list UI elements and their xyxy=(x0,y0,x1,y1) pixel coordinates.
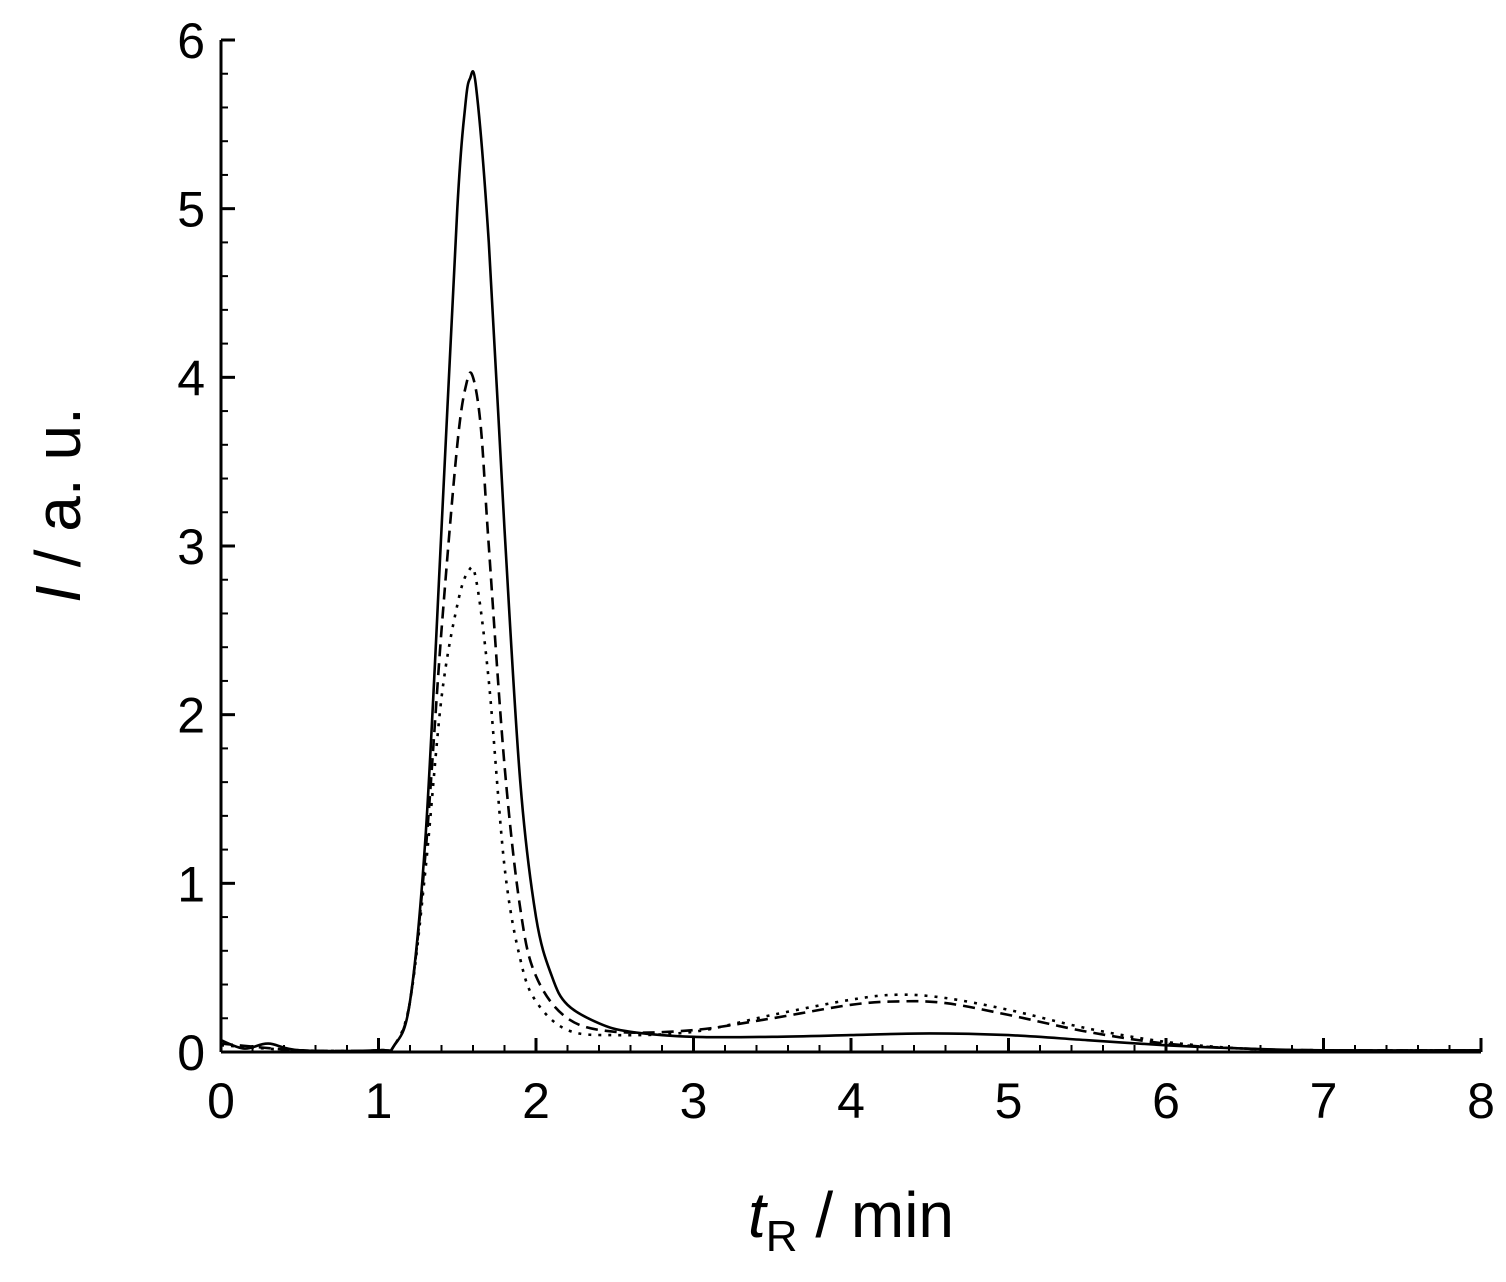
series-line-dashed xyxy=(220,371,1482,1053)
x-tick-label: 3 xyxy=(680,1073,708,1129)
y-tick-label: 2 xyxy=(177,688,205,744)
x-tick-label: 1 xyxy=(365,1073,393,1129)
y-axis-title-symbol: I xyxy=(22,585,94,603)
x-tick-label: 8 xyxy=(1467,1073,1495,1129)
x-tick-label: 6 xyxy=(1152,1073,1180,1129)
x-axis-title-symbol: t xyxy=(748,1179,768,1251)
major-ticks xyxy=(219,38,1483,1054)
x-axis-title-subscript: R xyxy=(766,1212,798,1261)
x-tick-label: 4 xyxy=(837,1073,865,1129)
x-tick-labels: 0 1 2 3 4 5 6 7 8 xyxy=(207,1073,1495,1129)
y-axis-title: I / a. u. xyxy=(22,407,94,603)
y-tick-label: 0 xyxy=(177,1025,205,1081)
y-tick-label: 6 xyxy=(177,13,205,69)
series-line-solid xyxy=(220,70,1482,1053)
x-tick-label: 5 xyxy=(995,1073,1023,1129)
y-tick-label: 4 xyxy=(177,350,205,406)
y-tick-labels: 0 1 2 3 4 5 6 xyxy=(177,13,205,1081)
series-line-dotted xyxy=(220,565,1482,1053)
y-tick-label: 5 xyxy=(177,182,205,238)
y-axis-title-unit: / a. u. xyxy=(22,407,94,585)
y-tick-label: 3 xyxy=(177,519,205,575)
x-tick-label: 2 xyxy=(522,1073,550,1129)
x-axis-title-unit: / min xyxy=(798,1179,954,1251)
x-tick-label: 7 xyxy=(1310,1073,1338,1129)
series-group xyxy=(220,70,1482,1053)
x-axis-title: tR / min xyxy=(748,1179,954,1261)
x-tick-label: 0 xyxy=(207,1073,235,1129)
minor-ticks xyxy=(221,72,1451,1052)
y-tick-label: 1 xyxy=(177,856,205,912)
